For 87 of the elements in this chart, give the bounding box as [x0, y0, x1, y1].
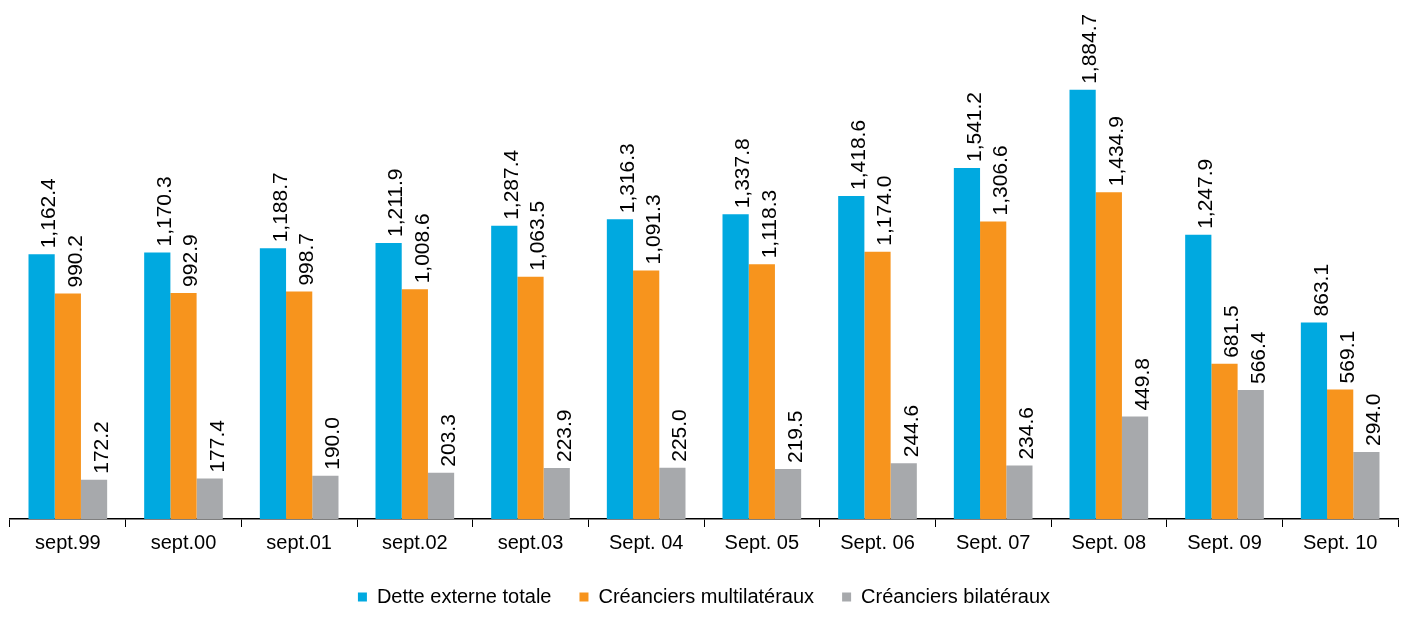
- bar: [659, 467, 686, 519]
- bar: [1095, 192, 1122, 519]
- x-tick-label: Sept. 08: [1071, 530, 1147, 553]
- legend-label: Créanciers multilatéraux: [598, 584, 815, 607]
- data-label: 1,170.3: [152, 176, 176, 247]
- data-label: 569.1: [1334, 330, 1358, 384]
- bar: [953, 168, 981, 519]
- bar: [722, 214, 749, 519]
- bar: [1353, 452, 1380, 519]
- bar: [427, 472, 455, 519]
- bar: [1327, 389, 1354, 519]
- x-tick-label: sept.02: [382, 530, 448, 553]
- bar: [28, 254, 55, 519]
- bar: [864, 251, 891, 519]
- legend-label: Créanciers bilatéraux: [861, 584, 1051, 607]
- x-tick-label: sept.99: [35, 530, 101, 553]
- data-label: 1,306.6: [987, 145, 1011, 216]
- data-label: 566.4: [1245, 331, 1269, 385]
- bar: [312, 475, 339, 519]
- data-label: 1,091.3: [640, 194, 664, 265]
- x-tick-label: Sept. 05: [724, 530, 800, 553]
- legend-label: Dette externe totale: [376, 584, 552, 607]
- bar: [1185, 234, 1212, 519]
- bar: [1300, 322, 1328, 519]
- bar: [196, 478, 223, 519]
- data-label: 1,211.9: [383, 168, 407, 238]
- bar: [1237, 390, 1264, 519]
- data-label: 1,174.0: [872, 175, 896, 246]
- bar: [144, 252, 171, 519]
- bar: [1069, 89, 1096, 519]
- x-tick-label: Sept. 07: [955, 530, 1031, 553]
- x-tick-label: sept.00: [150, 530, 217, 553]
- data-label: 1,008.6: [409, 213, 433, 284]
- bar: [286, 291, 313, 519]
- bar: [517, 276, 544, 519]
- data-label: 294.0: [1361, 393, 1385, 447]
- x-tick-label: sept.03: [497, 530, 564, 553]
- data-label: 863.1: [1308, 263, 1332, 317]
- bar: [890, 463, 917, 519]
- data-label: 681.5: [1219, 305, 1243, 358]
- data-label: 223.9: [551, 409, 575, 463]
- data-label: 1,541.2: [961, 91, 985, 163]
- bar: [774, 469, 802, 519]
- data-label: 203.3: [435, 414, 459, 467]
- x-tick-label: Sept. 10: [1302, 530, 1378, 553]
- bar: [1121, 416, 1149, 519]
- data-label: 1,287.4: [499, 149, 523, 220]
- data-label: 1,162.4: [36, 177, 60, 249]
- data-label: 1,434.9: [1103, 116, 1127, 187]
- data-label: 1,316.3: [614, 143, 638, 214]
- data-label: 1,418.6: [846, 119, 870, 190]
- bar: [375, 243, 402, 519]
- bar: [80, 479, 108, 519]
- bar: [543, 468, 570, 519]
- data-label: 172.2: [88, 421, 112, 474]
- bar: [633, 270, 660, 519]
- data-label: 234.6: [1014, 407, 1038, 460]
- x-tick-label: Sept. 09: [1187, 530, 1262, 553]
- data-label: 1,188.7: [267, 172, 291, 243]
- bar: [838, 195, 865, 519]
- data-label: 1,063.5: [525, 200, 549, 271]
- bar: [748, 264, 775, 519]
- bar: [606, 219, 634, 519]
- bar: [259, 248, 287, 519]
- data-label: 992.9: [178, 234, 202, 287]
- data-label: 449.8: [1129, 358, 1153, 411]
- bar: [491, 225, 518, 519]
- bar: [170, 292, 197, 519]
- data-label: 244.6: [898, 404, 922, 458]
- x-tick-label: Sept. 06: [840, 530, 915, 553]
- data-label: 998.7: [293, 233, 317, 286]
- data-label: 990.2: [62, 234, 86, 288]
- data-label: 190.0: [320, 417, 344, 470]
- x-tick-label: sept.01: [266, 530, 332, 553]
- bar: [401, 289, 428, 519]
- data-label: 225.0: [667, 409, 691, 462]
- x-tick-label: Sept. 04: [608, 530, 684, 553]
- data-label: 1,337.8: [730, 138, 754, 209]
- bar: [1006, 465, 1033, 519]
- bar: [54, 293, 81, 519]
- data-label: 1,118.3: [756, 189, 780, 259]
- data-label: 219.5: [782, 410, 806, 464]
- data-label: 1,247.9: [1193, 158, 1217, 229]
- data-label: 1,884.7: [1077, 13, 1101, 84]
- data-label: 177.4: [204, 419, 228, 473]
- bar: [1211, 363, 1238, 519]
- bar: [980, 221, 1007, 519]
